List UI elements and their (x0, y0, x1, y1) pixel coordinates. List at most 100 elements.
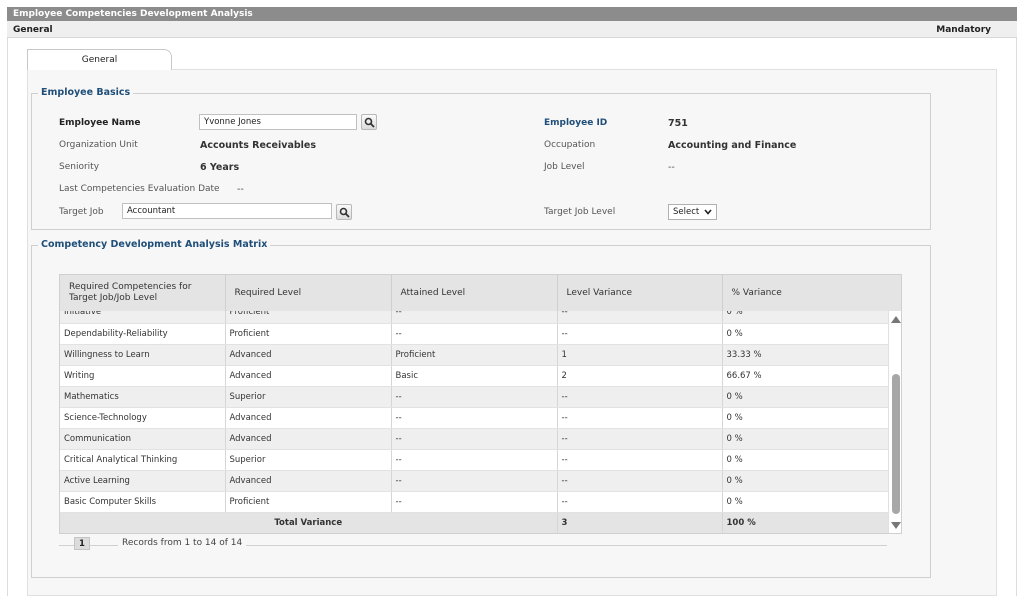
occupation-value: Accounting and Finance (668, 140, 797, 151)
scroll-down-icon[interactable] (891, 522, 901, 529)
target-job-level-select[interactable]: Select (668, 204, 717, 220)
search-icon (339, 207, 350, 218)
search-icon (364, 117, 375, 128)
employee-id-label: Employee ID (544, 118, 608, 128)
cell-pct-variance: 0 % (722, 449, 889, 471)
left-border (7, 38, 8, 596)
occupation-label: Occupation (544, 140, 596, 150)
cell-attained-level: -- (391, 491, 558, 513)
table-row[interactable]: Mathematics Superior -- -- 0 % (60, 386, 889, 408)
cell-required-level: Superior (225, 449, 392, 471)
scrollbar-header-corner (888, 275, 901, 311)
cell-pct-variance: 0 % (722, 491, 889, 513)
tab-general[interactable]: General (27, 49, 172, 70)
page-button[interactable]: 1 (74, 537, 90, 550)
grid-scrollbar[interactable] (888, 302, 901, 533)
job-level-value: -- (668, 162, 675, 173)
cell-competency: Critical Analytical Thinking (60, 449, 226, 471)
cell-pct-variance: 66.67 % (722, 365, 889, 387)
cell-level-variance: -- (557, 491, 723, 513)
cell-attained-level: Proficient (391, 344, 558, 366)
cell-competency: Basic Computer Skills (60, 491, 226, 513)
cell-level-variance: -- (557, 470, 723, 492)
cell-attained-level: -- (391, 428, 558, 450)
section-bar: General Mandatory (7, 21, 1017, 38)
target-job-level-selected: Select (673, 207, 700, 217)
cell-level-variance: 1 (557, 344, 723, 366)
cell-pct-variance: 0 % (722, 323, 889, 345)
cell-competency: Dependability-Reliability (60, 323, 226, 345)
chevron-down-icon (704, 209, 712, 215)
cell-required-level: Advanced (225, 470, 392, 492)
cell-pct-variance: 0 % (722, 407, 889, 429)
total-pct-variance: 100 % (722, 512, 889, 533)
cell-required-level: Advanced (225, 344, 392, 366)
grid-header: Required Competencies for Target Job/Job… (60, 275, 889, 311)
table-row[interactable]: Dependability-Reliability Proficient -- -- 0… (60, 323, 889, 345)
table-row[interactable]: Critical Analytical Thinking Superior -- --… (60, 449, 889, 471)
right-border (1016, 38, 1017, 596)
cell-required-level: Proficient (225, 323, 392, 345)
table-row[interactable]: Communication Advanced -- -- 0 % (60, 428, 889, 450)
cell-attained-level: -- (391, 470, 558, 492)
cell-required-level: Advanced (225, 407, 392, 429)
employee-basics-legend: Employee Basics (38, 87, 134, 98)
target-job-search-button[interactable] (336, 204, 352, 220)
cell-required-level: Proficient (225, 491, 392, 513)
employee-id-value: 751 (668, 118, 688, 129)
cell-competency: Active Learning (60, 470, 226, 492)
cell-required-level: Advanced (225, 365, 392, 387)
table-row[interactable]: Active Learning Advanced -- -- 0 % (60, 470, 889, 492)
org-unit-value: Accounts Receivables (200, 140, 317, 151)
cell-pct-variance: 0 % (722, 386, 889, 408)
employee-name-label: Employee Name (59, 118, 141, 128)
cell-required-level: Advanced (225, 428, 392, 450)
employee-name-input[interactable] (199, 114, 357, 130)
employee-search-button[interactable] (361, 114, 377, 130)
cell-attained-level: Basic (391, 365, 558, 387)
cell-level-variance: -- (557, 449, 723, 471)
column-header-attained-level[interactable]: Attained Level (391, 275, 558, 311)
cell-attained-level: -- (391, 407, 558, 429)
section-title: General (13, 25, 53, 35)
cell-attained-level: -- (391, 449, 558, 471)
table-row[interactable]: Willingness to Learn Advanced Proficient 1 3… (60, 344, 889, 366)
cell-attained-level: -- (391, 323, 558, 345)
cell-level-variance: -- (557, 407, 723, 429)
target-job-input[interactable] (122, 203, 332, 219)
last-eval-value: -- (237, 184, 244, 195)
cell-level-variance: -- (557, 428, 723, 450)
table-row[interactable]: Science-Technology Advanced -- -- 0 % (60, 407, 889, 429)
cell-pct-variance: 0 % (722, 428, 889, 450)
column-header-required-level[interactable]: Required Level (225, 275, 392, 311)
total-variance-label: Total Variance (60, 512, 558, 533)
competency-matrix-legend: Competency Development Analysis Matrix (38, 239, 271, 250)
cell-competency: Willingness to Learn (60, 344, 226, 366)
cell-required-level: Superior (225, 386, 392, 408)
scroll-up-icon[interactable] (891, 316, 901, 323)
cell-competency: Mathematics (60, 386, 226, 408)
scrollbar-thumb[interactable] (892, 374, 900, 514)
records-summary: Records from 1 to 14 of 14 (118, 538, 247, 548)
table-row[interactable]: Writing Advanced Basic 2 66.67 % (60, 365, 889, 387)
grid-body: Initiative Proficient -- -- 0 % Dependability… (60, 302, 889, 533)
column-header-level-variance[interactable]: Level Variance (557, 275, 723, 311)
cell-competency: Communication (60, 428, 226, 450)
mandatory-label: Mandatory (936, 25, 991, 35)
grid-pager (59, 533, 887, 546)
window-title: Employee Competencies Development Analys… (7, 7, 1017, 21)
target-job-level-label: Target Job Level (544, 207, 616, 217)
cell-competency: Science-Technology (60, 407, 226, 429)
table-row[interactable]: Basic Computer Skills Proficient -- -- 0 % (60, 491, 889, 513)
cell-level-variance: 2 (557, 365, 723, 387)
cell-pct-variance: 33.33 % (722, 344, 889, 366)
column-header-pct-variance[interactable]: % Variance (722, 275, 889, 311)
cell-level-variance: -- (557, 386, 723, 408)
column-header-competency[interactable]: Required Competencies for Target Job/Job… (60, 275, 226, 311)
job-level-label: Job Level (544, 162, 585, 172)
cell-competency: Writing (60, 365, 226, 387)
total-level-variance: 3 (557, 512, 723, 533)
seniority-value: 6 Years (200, 162, 240, 173)
seniority-label: Seniority (59, 162, 100, 172)
org-unit-label: Organization Unit (59, 140, 138, 150)
